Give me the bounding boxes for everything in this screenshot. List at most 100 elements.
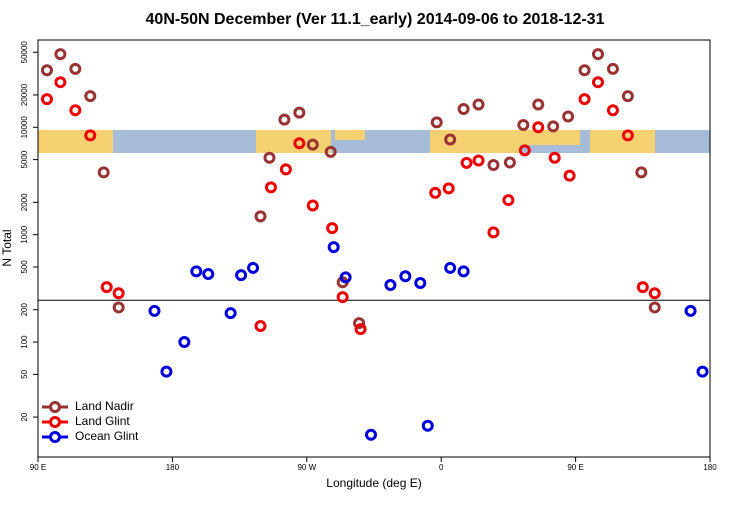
point xyxy=(518,144,531,157)
legend-label: Ocean Glint xyxy=(75,429,139,443)
point xyxy=(592,76,604,89)
point xyxy=(293,106,306,119)
point xyxy=(279,163,292,176)
point xyxy=(160,365,173,378)
point xyxy=(578,64,591,77)
point xyxy=(487,159,500,172)
point xyxy=(112,301,125,314)
legend-label: Land Nadir xyxy=(75,399,134,413)
point xyxy=(457,103,470,116)
point xyxy=(636,281,649,294)
point xyxy=(112,287,125,300)
y-tick-label: 50000 xyxy=(20,41,29,64)
y-tick-label: 200 xyxy=(20,303,29,317)
point xyxy=(178,336,191,349)
point xyxy=(69,62,82,75)
y-tick-label: 500 xyxy=(20,260,29,274)
plot-frame xyxy=(37,39,711,458)
point xyxy=(606,104,619,117)
point xyxy=(69,104,82,117)
point xyxy=(621,90,634,103)
point xyxy=(421,419,434,432)
point xyxy=(384,278,397,291)
point xyxy=(306,199,319,212)
point xyxy=(414,276,427,289)
point xyxy=(339,271,352,284)
point xyxy=(532,98,545,111)
point xyxy=(502,194,515,207)
point xyxy=(457,265,470,278)
point xyxy=(254,320,267,333)
point xyxy=(306,138,319,151)
legend-label: Land Glint xyxy=(75,414,130,428)
point xyxy=(254,210,267,223)
y-tick-label: 50 xyxy=(20,369,29,378)
point xyxy=(324,145,337,158)
point xyxy=(54,48,67,61)
point xyxy=(532,121,545,134)
point xyxy=(606,62,619,75)
point xyxy=(563,169,576,182)
point xyxy=(487,226,500,239)
point xyxy=(648,301,661,314)
map-band xyxy=(38,130,710,153)
point xyxy=(547,120,560,133)
point xyxy=(648,287,661,300)
y-tick-label: 2000 xyxy=(20,193,29,211)
point xyxy=(247,261,260,274)
point xyxy=(442,182,455,195)
legend-marker xyxy=(49,416,61,428)
x-tick-label: 180 xyxy=(166,463,180,472)
point xyxy=(84,129,97,142)
point xyxy=(278,113,291,126)
point xyxy=(264,181,277,194)
point xyxy=(354,323,367,336)
point xyxy=(503,156,516,169)
x-tick-label: 90 W xyxy=(297,463,316,472)
point xyxy=(548,151,561,164)
point xyxy=(472,154,485,167)
point xyxy=(235,269,248,282)
y-tick-label: 1000 xyxy=(20,225,29,243)
x-tick-label: 180 xyxy=(703,463,717,472)
point xyxy=(635,166,648,179)
point xyxy=(696,365,709,378)
legend-marker xyxy=(49,401,61,413)
y-tick-label: 5000 xyxy=(20,150,29,168)
y-tick-label: 20000 xyxy=(20,83,29,106)
point xyxy=(84,90,97,103)
point xyxy=(578,93,591,106)
point xyxy=(353,317,366,330)
y-tick-label: 10000 xyxy=(20,116,29,139)
point xyxy=(40,64,53,77)
point xyxy=(293,137,306,150)
point xyxy=(684,304,697,317)
point xyxy=(336,291,349,304)
point xyxy=(430,116,443,129)
point xyxy=(399,270,412,283)
point xyxy=(190,265,203,278)
y-tick-label: 100 xyxy=(20,335,29,349)
point xyxy=(327,241,340,254)
point xyxy=(444,261,457,274)
point xyxy=(592,48,604,61)
chart-title: 40N-50N December (Ver 11.1_early) 2014-0… xyxy=(146,11,605,28)
point xyxy=(429,186,442,199)
point xyxy=(148,304,161,317)
point xyxy=(100,281,113,294)
point xyxy=(517,119,530,132)
point xyxy=(365,428,378,441)
legend-marker xyxy=(49,431,61,443)
point xyxy=(326,222,339,235)
point xyxy=(40,93,53,106)
point xyxy=(460,156,473,169)
point xyxy=(621,129,634,142)
x-axis-label: Longitude (deg E) xyxy=(326,476,421,490)
x-tick-label: 0 xyxy=(439,463,444,472)
point xyxy=(444,133,457,146)
y-tick-label: 20 xyxy=(20,412,29,421)
point xyxy=(263,151,276,164)
point xyxy=(202,268,215,281)
point xyxy=(472,98,485,111)
